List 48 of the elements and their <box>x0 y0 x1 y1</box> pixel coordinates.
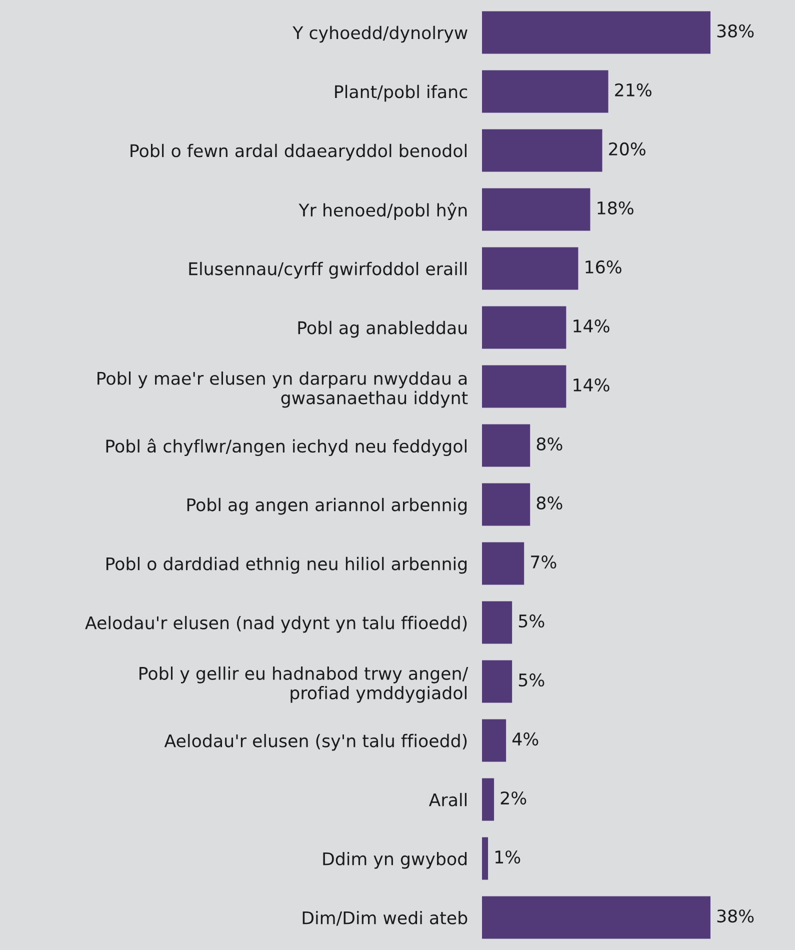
y-tick-label: Pobl o darddiad ethnig neu hiliol arbennig <box>106 556 467 574</box>
data-label: 21% <box>615 83 652 96</box>
bar <box>482 70 608 113</box>
data-label: 18% <box>598 201 634 215</box>
data-label: 5% <box>518 614 544 628</box>
y-tick-label: Plant/pobl ifanc <box>335 84 468 102</box>
data-label: 8% <box>536 437 562 451</box>
data-label: 2% <box>500 791 526 805</box>
data-label: 4% <box>512 732 538 746</box>
bar <box>482 424 530 467</box>
data-label: 7% <box>531 555 556 569</box>
data-label: 16% <box>586 260 622 274</box>
bar <box>482 247 578 290</box>
y-tick-label: Dim/Dim wedi ateb <box>302 910 468 926</box>
y-tick-label: Pobl y mae'r elusen yn darparu nwyddau a gwasanaethau iddynt <box>98 371 468 408</box>
bar <box>482 306 566 349</box>
bar <box>482 837 488 880</box>
data-label: 5% <box>518 673 544 687</box>
y-tick-label: Pobl â chyflwr/angen iechyd neu feddygol <box>106 438 466 456</box>
y-tick-label: Pobl ag anableddau <box>298 320 467 338</box>
bar <box>482 542 524 585</box>
bar <box>482 896 710 939</box>
data-label: 14% <box>574 378 610 392</box>
bar <box>482 188 590 231</box>
data-label: 38% <box>717 909 754 923</box>
data-label: 20% <box>609 142 646 156</box>
y-tick-label: Aelodau'r elusen (sy'n talu ffioedd) <box>164 734 467 751</box>
data-label: 14% <box>574 319 610 333</box>
y-tick-label: Pobl o fewn ardal ddaearyddol benodol <box>130 144 466 161</box>
y-tick-label: Arall <box>428 792 466 806</box>
y-tick-label: Elusennau/cyrff gwirfoddol eraill <box>189 262 466 279</box>
bar <box>482 11 710 54</box>
y-tick-label: Yr henoed/pobl hŷn <box>298 202 467 220</box>
bar <box>482 601 512 644</box>
bar <box>482 719 506 762</box>
data-label: 8% <box>536 496 562 510</box>
bar <box>482 660 512 703</box>
data-label: 38% <box>717 24 754 38</box>
bar <box>482 483 530 526</box>
y-tick-label: Ddim yn gwybod <box>323 852 467 869</box>
y-tick-label: Pobl y gellir eu hadnabod trwy angen/ profiad ymddygiadol <box>140 666 468 703</box>
y-tick-label: Pobl ag angen ariannol arbennig <box>187 498 467 515</box>
y-tick-label: Aelodau'r elusen (nad ydynt yn talu ffioedd) <box>85 616 467 633</box>
bar <box>482 129 602 172</box>
data-label: 1% <box>495 850 520 864</box>
bar <box>482 365 566 408</box>
bar <box>482 778 494 821</box>
y-tick-label: Y cyhoedd/dynolryw <box>292 26 468 43</box>
